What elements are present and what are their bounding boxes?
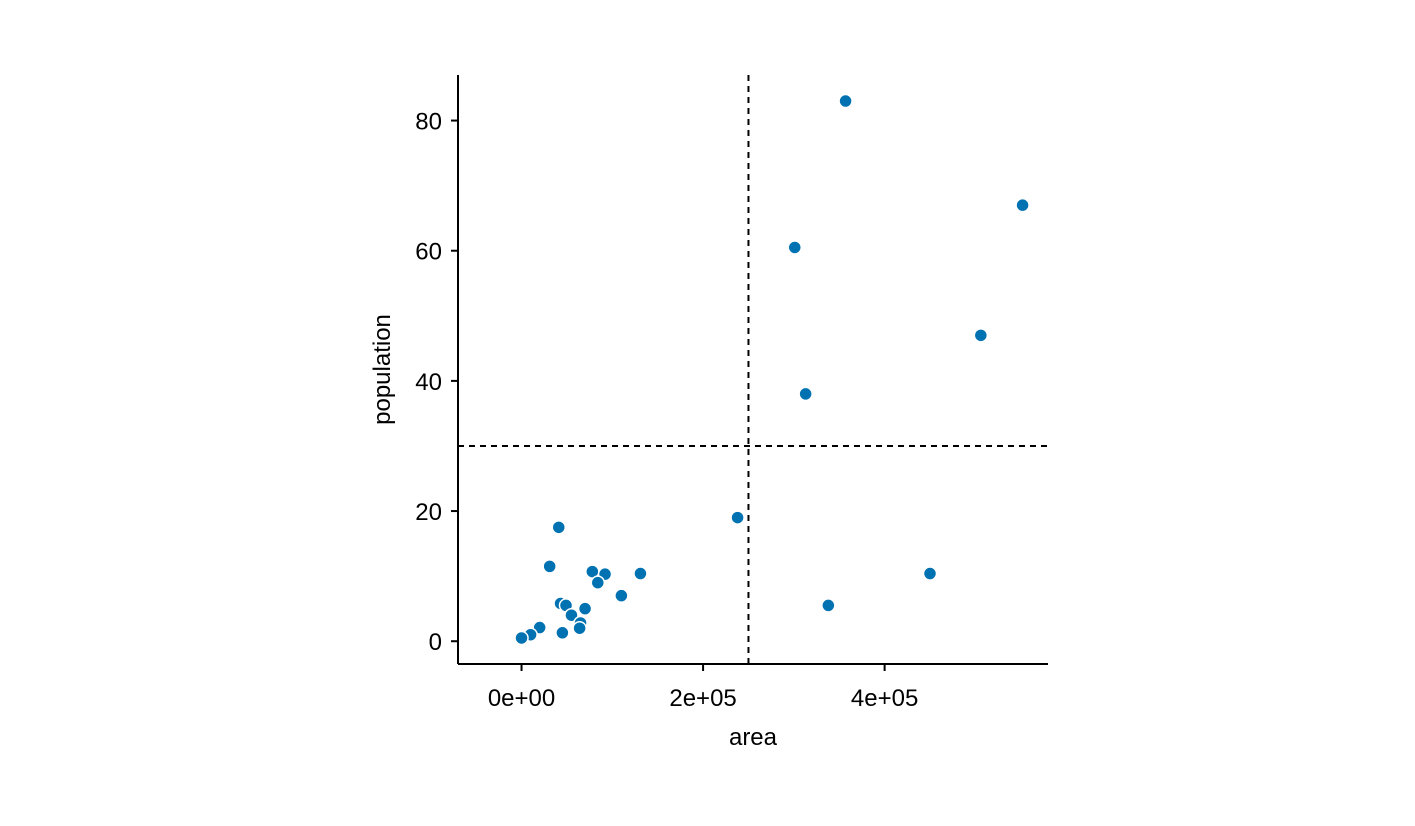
y-tick-label: 20: [415, 499, 442, 526]
reference-lines: [458, 75, 1048, 664]
y-axis-title: population: [369, 314, 396, 425]
y-tick-label: 60: [415, 239, 442, 266]
x-axis-title: area: [729, 724, 778, 751]
data-point: [542, 559, 557, 574]
data-point: [730, 510, 745, 525]
y-tick-label: 80: [415, 109, 442, 136]
data-point: [973, 328, 989, 343]
data-point: [577, 601, 593, 616]
y-tick-label: 40: [415, 369, 442, 396]
data-point: [798, 386, 813, 402]
data-point: [633, 566, 648, 581]
data-point: [555, 625, 570, 641]
x-axis-ticks: 0e+00 2e+05 4e+05: [488, 664, 918, 712]
x-tick-label: 0e+00: [488, 685, 555, 712]
data-point: [564, 607, 579, 623]
data-points: [514, 93, 1030, 646]
data-point: [572, 620, 587, 636]
data-point: [838, 93, 853, 109]
data-point: [821, 598, 836, 613]
data-point: [551, 520, 567, 535]
data-point: [590, 575, 606, 590]
y-axis-ticks: 0 20 40 60 80: [415, 109, 458, 656]
data-point: [614, 588, 629, 603]
data-point: [922, 566, 938, 581]
x-tick-label: 2e+05: [669, 685, 736, 712]
data-point: [1015, 197, 1030, 213]
data-point: [514, 630, 529, 646]
y-tick-label: 0: [429, 629, 442, 656]
data-point: [787, 240, 803, 255]
axes: [457, 75, 1048, 665]
x-tick-label: 4e+05: [851, 685, 918, 712]
